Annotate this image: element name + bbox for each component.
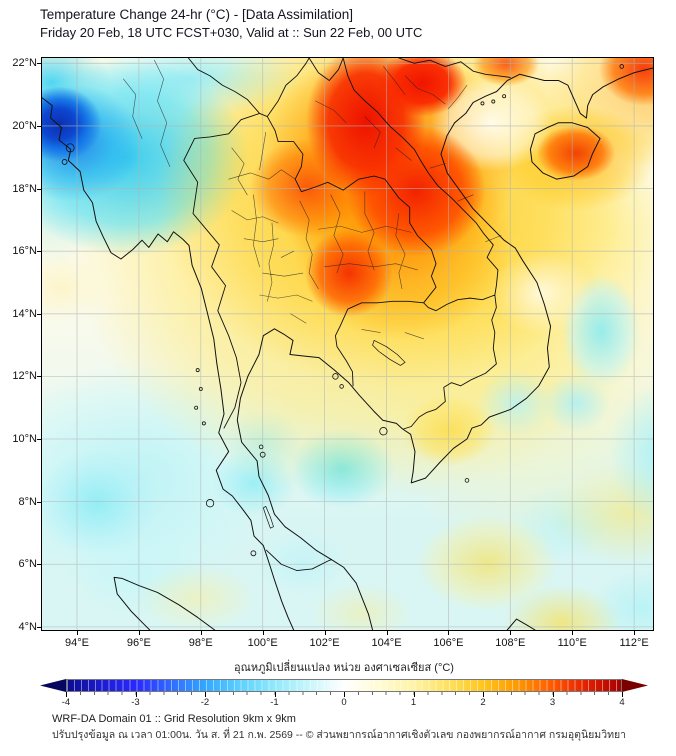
lon-axis-label: 104°E [371, 637, 402, 649]
lat-axis-tick [37, 439, 42, 441]
colorbar-tick-label: -1 [270, 697, 279, 708]
lon-axis-label: 94°E [64, 637, 89, 649]
colorbar-label: อุณหภูมิเปลี่ยนแปลง หน่วย องศาเซลเซียส (… [234, 662, 454, 674]
footer-credit: ปรับปรุงข้อมูล ณ เวลา 01:00น. วัน ส. ที่… [52, 728, 627, 741]
lon-axis-label: 110°E [557, 637, 587, 649]
colorbar-ticks: -4 -3 -2 -1 0 1 2 3 4 [62, 692, 625, 709]
islands [62, 65, 623, 556]
colorbar-major-tick [552, 692, 554, 697]
colorbar-major-tick [274, 692, 276, 697]
lon-axis-tick [138, 630, 140, 635]
lat-axis-label: 6°N [18, 558, 37, 571]
map-overlay [42, 58, 653, 630]
lat-axis-label: 10°N [12, 433, 37, 446]
lat-axis-label: 8°N [18, 495, 37, 508]
lat-axis-tick [37, 626, 42, 628]
colorbar-tick-label: -3 [131, 697, 140, 708]
lat-axis-label: 14°N [12, 307, 37, 320]
colorbar-major-tick [483, 692, 484, 697]
colorbar-major-tick [135, 692, 137, 697]
lon-axis-tick [510, 630, 512, 635]
lon-axis-tick [386, 630, 388, 635]
lat-axis-tick [37, 313, 42, 315]
chart-subtitle: Friday 20 Feb, 18 UTC FCST+030, Valid at… [40, 25, 423, 41]
colorbar-tick-label: -4 [61, 697, 71, 708]
lon-axis-tick [448, 630, 450, 635]
lon-axis-label: 108°E [495, 637, 526, 649]
national-borders [184, 58, 511, 571]
lat-axis-label: 12°N [12, 370, 37, 383]
colorbar-major-tick [205, 692, 206, 697]
colorbar-tick-label: 1 [410, 697, 417, 708]
tonle-sap-lake [373, 340, 405, 365]
colorbar-tick-label: 0 [341, 697, 347, 708]
lat-axis-tick [37, 125, 42, 127]
temperature-field [42, 58, 653, 630]
coastline-borneo-tip [507, 619, 535, 630]
lat-axis-label: 16°N [12, 245, 37, 258]
coastline-hainan [530, 123, 600, 179]
colorbar-arrow-right [622, 679, 648, 692]
map-area: 22°N 20°N 18°N 16°N 14°N 12°N 10°N 8°N 6°N 4°N 94°… [12, 57, 654, 649]
lon-axis-label: 96°E [126, 637, 151, 649]
lon-axis-tick [572, 630, 574, 635]
lat-axis-tick [37, 564, 42, 566]
lat-axis-tick [37, 501, 42, 503]
lon-axis-label: 112°E [619, 637, 649, 649]
gridlines [42, 58, 653, 630]
coastline-west [42, 98, 294, 630]
lat-axis-label: 18°N [12, 182, 37, 195]
lat-axis-tick [37, 63, 42, 65]
lat-axis-tick [37, 376, 42, 378]
colorbar-gradient [66, 679, 622, 692]
colorbar-major-tick [413, 692, 415, 697]
lon-axis-label: 106°E [433, 637, 464, 649]
colorbar [40, 679, 648, 692]
lon-axis-tick [200, 630, 202, 635]
colorbar-tick-label: 4 [619, 697, 625, 708]
province-boundaries [123, 60, 501, 339]
colorbar-arrow-left [40, 679, 66, 692]
lat-axis-label: 22°N [12, 57, 37, 70]
songkhla-lake [263, 506, 273, 528]
colorbar-major-tick [66, 692, 67, 697]
colorbar-block: อุณหภูมิเปลี่ยนแปลง หน่วย องศาเซลเซียส (… [40, 658, 648, 709]
lon-axis-tick [76, 630, 78, 635]
coastline-sumatra [114, 577, 215, 630]
title-block: Temperature Change 24-hr (°C) - [Data As… [40, 6, 422, 42]
lon-axis-tick [262, 630, 264, 635]
lon-axis-label: 98°E [188, 637, 213, 649]
chart-title: Temperature Change 24-hr (°C) - [Data As… [40, 7, 354, 22]
lon-axis-tick [634, 630, 636, 635]
lat-axis-tick [37, 251, 42, 253]
lon-axis-tick [324, 630, 326, 635]
lat-axis-tick [37, 188, 42, 190]
colorbar-tick-label: 2 [480, 697, 486, 708]
colorbar-tick-label: 3 [549, 697, 556, 708]
colorbar-tick-label: -2 [200, 697, 210, 708]
lat-axis-label: 4°N [18, 620, 37, 633]
lat-axis-label: 20°N [12, 119, 37, 132]
colorbar-major-tick [622, 692, 623, 697]
lon-axis-label: 102°E [309, 637, 340, 649]
footer-model-info: WRF-DA Domain 01 :: Grid Resolution 9km … [52, 713, 296, 725]
coastline-gulf-vietnam-china [237, 68, 653, 630]
lon-axis-label: 100°E [247, 637, 278, 649]
colorbar-major-tick [344, 692, 345, 697]
footer: WRF-DA Domain 01 :: Grid Resolution 9km … [52, 712, 626, 743]
